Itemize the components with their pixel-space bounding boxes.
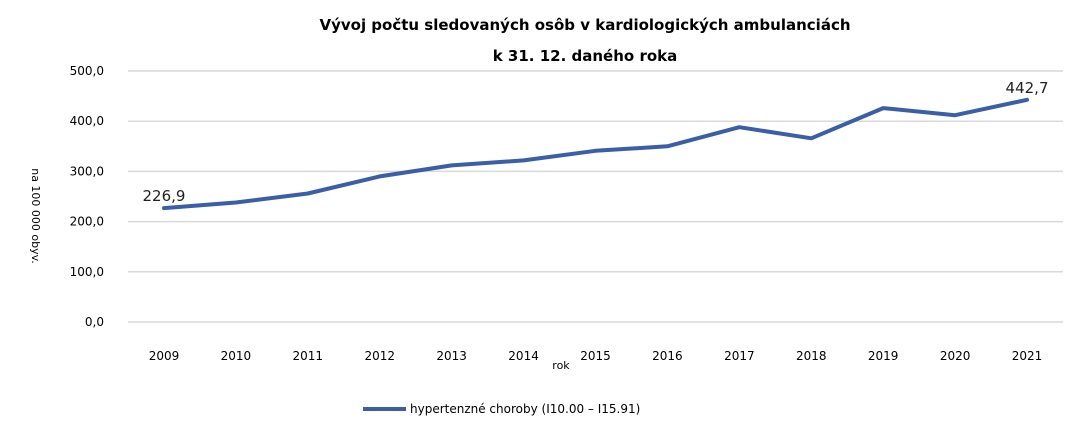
x-tick-label: 2015 — [580, 349, 611, 363]
x-tick-label: 2010 — [221, 349, 252, 363]
x-tick-label: 2018 — [796, 349, 827, 363]
data-label: 442,7 — [1006, 79, 1049, 97]
series-line — [162, 97, 1029, 211]
data-labels: 226,9 442,7 — [142, 79, 1048, 205]
x-axis-title: rok — [552, 359, 570, 372]
chart-title-line-2: k 31. 12. daného roka — [493, 47, 678, 65]
gridlines — [128, 70, 1063, 323]
x-tick-labels: 2009 2010 2011 2012 2013 2014 2015 2016 2017 2018… — [149, 349, 1043, 363]
series-layer — [162, 97, 1029, 211]
x-tick-label: 2016 — [652, 349, 683, 363]
x-tick-label: 2009 — [149, 349, 180, 363]
legend-label: hypertenzné choroby (I10.00 – I15.91) — [410, 402, 640, 416]
y-axis-title: na 100 000 obyv. — [29, 168, 42, 264]
y-tick-label: 200,0 — [70, 215, 104, 229]
x-tick-label: 2013 — [436, 349, 467, 363]
x-tick-label: 2014 — [508, 349, 539, 363]
x-tick-label: 2017 — [724, 349, 755, 363]
x-tick-label: 2019 — [868, 349, 899, 363]
y-tick-label: 0,0 — [85, 315, 104, 329]
y-tick-label: 500,0 — [70, 64, 104, 78]
x-tick-label: 2021 — [1012, 349, 1043, 363]
y-tick-label: 400,0 — [70, 114, 104, 128]
x-tick-label: 2020 — [940, 349, 971, 363]
y-tick-labels: 0,0 100,0 200,0 300,0 400,0 500,0 — [70, 64, 104, 329]
x-tick-label: 2012 — [364, 349, 395, 363]
x-tick-label: 2011 — [293, 349, 324, 363]
chart-title-line-1: Vývoj počtu sledovaných osôb v kardiolog… — [319, 16, 850, 34]
y-tick-label: 300,0 — [70, 164, 104, 178]
y-tick-label: 100,0 — [70, 265, 104, 279]
legend: hypertenzné choroby (I10.00 – I15.91) — [363, 402, 640, 416]
data-label: 226,9 — [142, 187, 185, 205]
